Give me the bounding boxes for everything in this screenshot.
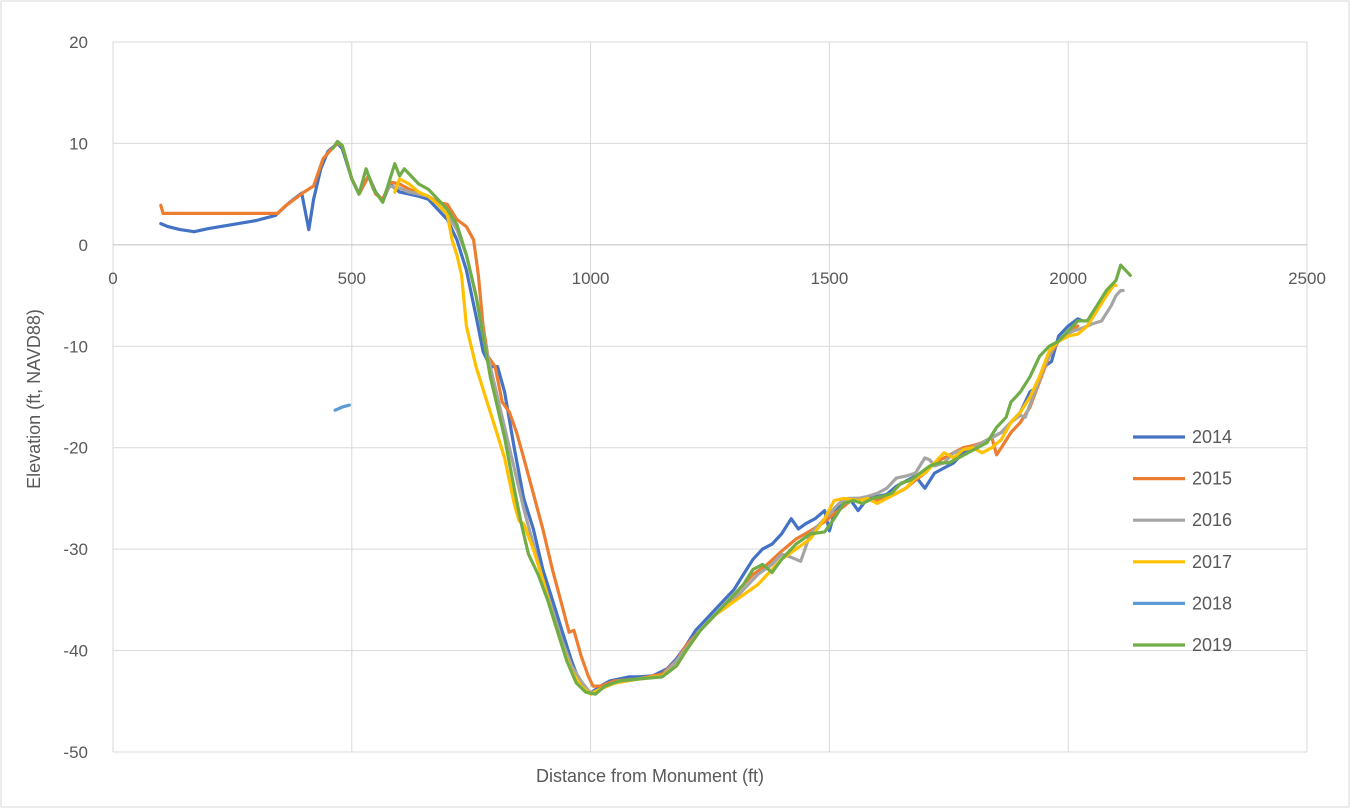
legend-label: 2015: [1192, 469, 1232, 489]
y-tick-label: 10: [69, 134, 88, 153]
x-tick-label: 2000: [1049, 269, 1087, 288]
y-tick-label: -10: [63, 337, 88, 356]
x-tick-label: 500: [338, 269, 366, 288]
series-line-2018: [333, 403, 351, 412]
legend-label: 2018: [1192, 593, 1232, 613]
x-tick-label: 1000: [572, 269, 610, 288]
y-axis-title: Elevation (ft, NAVD88): [24, 309, 44, 489]
y-tick-label: -30: [63, 540, 88, 559]
series-line-2019: [331, 139, 1132, 696]
x-tick-label: 1500: [810, 269, 848, 288]
x-tick-label: 2500: [1288, 269, 1326, 288]
legend: 2014 2015 2016 2017 2018 2019: [1133, 427, 1232, 655]
x-tick-label: 0: [108, 269, 117, 288]
y-tick-label: 0: [79, 236, 88, 255]
legend-label: 2019: [1192, 635, 1232, 655]
series-lines: [159, 139, 1132, 696]
legend-label: 2017: [1192, 552, 1232, 572]
legend-label: 2014: [1192, 427, 1232, 447]
series-line-2016: [383, 184, 1125, 695]
legend-label: 2016: [1192, 510, 1232, 530]
x-axis-title: Distance from Monument (ft): [536, 766, 764, 786]
y-tick-label: 20: [69, 33, 88, 52]
gridlines: [112, 41, 1308, 753]
series-line-2017: [393, 177, 1118, 696]
y-tick-label: -20: [63, 439, 88, 458]
axes: 20 10 0 -10 -20 -30 -40 -50 0 500 1000 1500 2000 2500: [63, 33, 1325, 762]
y-tick-label: -40: [63, 642, 88, 661]
y-tick-label: -50: [63, 743, 88, 762]
